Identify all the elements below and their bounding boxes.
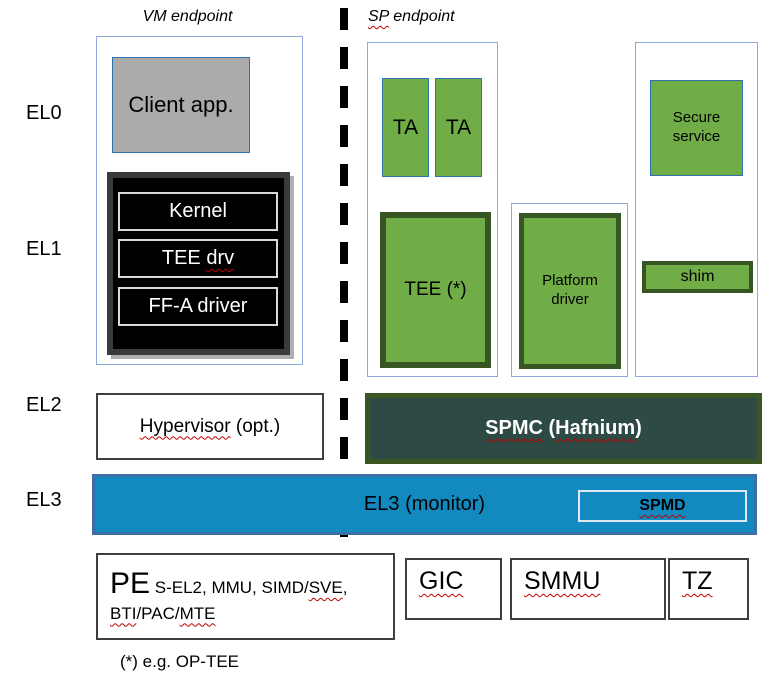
ta-2-label: TA: [445, 115, 472, 139]
kernel-label: Kernel: [169, 200, 227, 222]
gic-box: GIC: [405, 558, 502, 620]
pe-text: PE S-EL2, MMU, SIMD/SVE, BTI/PAC/MTE: [110, 565, 383, 625]
tee-drv-box: TEE drv: [118, 239, 278, 278]
tee-drv-prefix: TEE: [161, 247, 207, 269]
client-app-label: Client app.: [128, 92, 234, 117]
pe-feature-sve: SVE: [308, 578, 343, 597]
el3-monitor-label: EL3 (monitor): [363, 493, 486, 515]
sp-endpoint-header: SP endpoint: [368, 8, 455, 26]
spmc-close: ): [635, 417, 642, 439]
el0-label: EL0: [26, 102, 62, 124]
smmu-label: SMMU: [524, 567, 601, 595]
ffa-driver-label: FF-A driver: [148, 295, 248, 317]
kernel-box: Kernel: [118, 192, 278, 231]
secure-service-label: Secure service: [672, 109, 721, 145]
secure-service-box: Secure service: [650, 80, 743, 176]
spmc-name: Hafnium: [555, 417, 636, 439]
el1-label: EL1: [26, 238, 62, 260]
ffa-driver-box: FF-A driver: [118, 287, 278, 326]
sp-endpoint-header-word: SP: [368, 8, 389, 25]
spmc-word: SPMC: [485, 417, 543, 439]
vm-sp-divider-dashed-line: [340, 8, 348, 556]
client-app-box: Client app.: [112, 57, 250, 153]
hypervisor-box: Hypervisor (opt.): [96, 393, 324, 460]
platform-driver-label: Platform driver: [542, 272, 598, 308]
el2-label: EL2: [26, 394, 62, 416]
pe-feature-pac: /PAC/: [136, 603, 180, 623]
hypervisor-word: Hypervisor: [139, 415, 231, 437]
pe-feature-comma: ,: [342, 578, 348, 597]
pe-feature-1: S-EL2, MMU, SIMD/: [150, 578, 309, 597]
pe-feature-mte: MTE: [179, 603, 216, 623]
ta-box-1: TA: [382, 78, 429, 177]
vm-endpoint-header-label: VM endpoint: [142, 8, 233, 25]
hypervisor-label: Hypervisor (opt.): [140, 416, 280, 438]
tee-drv-word: drv: [206, 247, 235, 269]
spmc-mid: (: [542, 417, 556, 439]
shim-box: shim: [642, 261, 753, 293]
tee-drv-label: TEE drv: [162, 247, 234, 270]
spmc-label: SPMC (Hafnium): [485, 417, 642, 440]
smmu-box: SMMU: [510, 558, 666, 620]
vm-endpoint-header: VM endpoint: [100, 8, 275, 26]
tz-box: TZ: [668, 558, 749, 620]
tee-label: TEE (*): [404, 279, 467, 300]
sp-endpoint-header-rest: endpoint: [388, 8, 455, 25]
pe-title: PE: [110, 567, 151, 600]
pe-box: PE S-EL2, MMU, SIMD/SVE, BTI/PAC/MTE: [96, 553, 395, 640]
el3-monitor-bar: EL3 (monitor) SPMD: [92, 474, 757, 535]
spmc-box: SPMC (Hafnium): [365, 393, 762, 464]
tee-box: TEE (*): [380, 212, 491, 368]
spmd-box: SPMD: [578, 490, 747, 522]
footnote: (*) e.g. OP-TEE: [120, 652, 240, 671]
pe-feature-bti: BTI: [110, 603, 137, 623]
gic-label: GIC: [419, 567, 464, 595]
platform-driver-box: Platform driver: [519, 213, 621, 369]
tz-label: TZ: [682, 567, 713, 595]
ta-1-label: TA: [392, 115, 419, 139]
spmd-label: SPMD: [639, 497, 686, 514]
el3-label: EL3: [26, 489, 62, 511]
hypervisor-rest: (opt.): [230, 415, 281, 437]
shim-label: shim: [680, 268, 715, 285]
ta-box-2: TA: [435, 78, 482, 177]
